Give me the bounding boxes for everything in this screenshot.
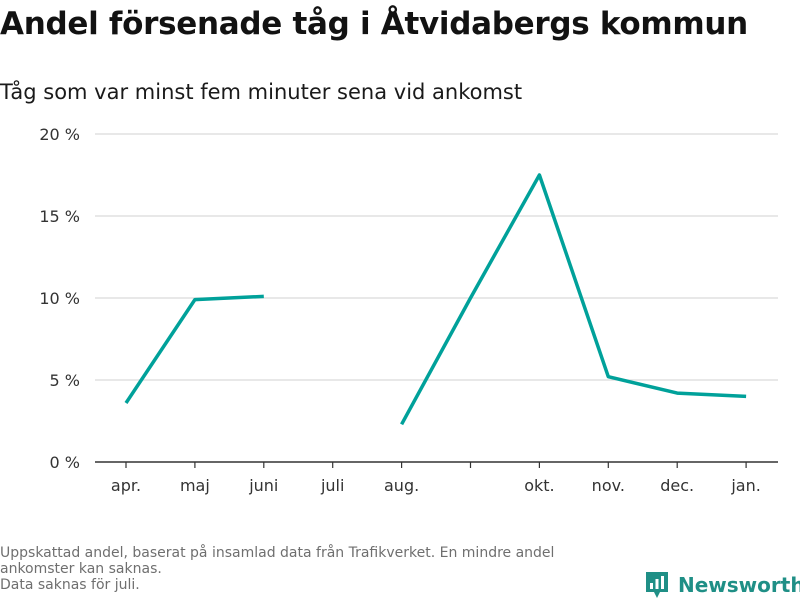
x-axis-ticks: apr. maj juni juli aug. okt. nov. dec. jan.: [111, 462, 761, 495]
footnote-source: Uppskattad andel, baserat på insamlad da…: [0, 545, 555, 577]
y-tick-label: 10 %: [39, 289, 80, 308]
newsworthy-logo: Newsworthy: [644, 570, 800, 600]
y-tick-label: 15 %: [39, 207, 80, 226]
x-tick-label: juli: [320, 476, 344, 495]
series-layer: [124, 173, 747, 426]
x-tick-label: aug.: [384, 476, 419, 495]
y-tick-label: 20 %: [39, 125, 80, 144]
x-tick-label: apr.: [111, 476, 141, 495]
x-tick-label: okt.: [524, 476, 554, 495]
y-tick-label: 0 %: [50, 453, 80, 472]
y-tick-label: 5 %: [50, 371, 80, 390]
series-line: [124, 294, 264, 404]
chart-subtitle: Tåg som var minst fem minuter sena vid a…: [0, 80, 523, 104]
grid-layer: [95, 133, 778, 381]
footnote: Uppskattad andel, baserat på insamlad da…: [0, 545, 630, 593]
x-tick-label: juni: [248, 476, 278, 495]
chart-title: Andel försenade tåg i Åtvidabergs kommun: [0, 6, 748, 42]
x-tick-label: dec.: [660, 476, 694, 495]
x-tick-label: jan.: [730, 476, 760, 495]
y-axis-ticks: 0 % 5 % 10 % 15 % 20 %: [39, 125, 80, 472]
x-tick-label: nov.: [592, 476, 625, 495]
x-tick-label: maj: [180, 476, 210, 495]
line-chart: 0 % 5 % 10 % 15 % 20 % apr. maj juni juli aug. ok…: [39, 125, 778, 495]
bar-chart-logo-icon: [646, 572, 668, 598]
footnote-missing-data: Data saknas för juli.: [0, 577, 140, 593]
logo-text: Newsworthy: [678, 573, 800, 597]
series-line: [400, 173, 747, 426]
